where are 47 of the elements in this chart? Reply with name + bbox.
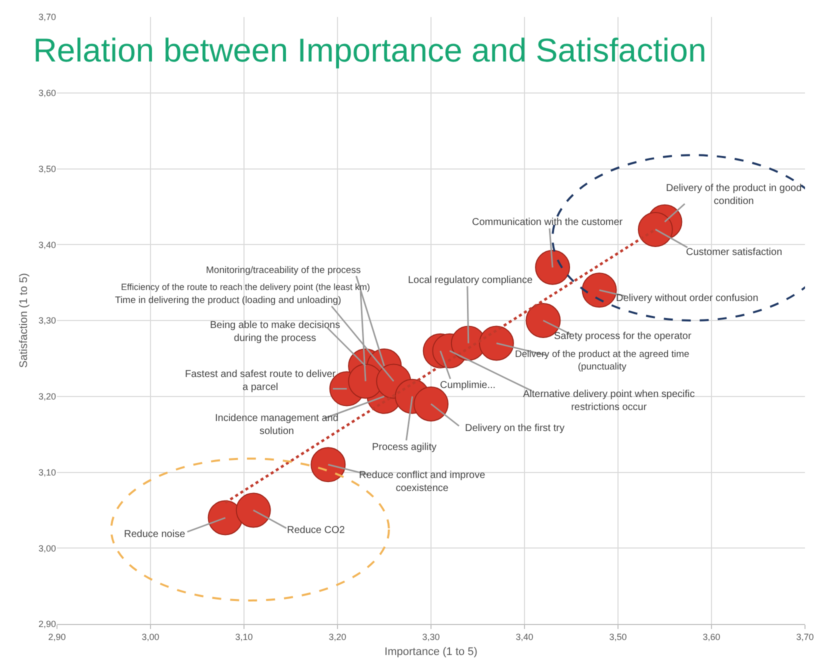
y-tick-label: 3,50 — [38, 164, 56, 174]
y-tick-label: 3,20 — [38, 392, 56, 402]
annotation: Reduce noise — [124, 529, 186, 540]
y-tick-label: 2,90 — [38, 619, 56, 630]
y-tick-label: 3,70 — [38, 12, 56, 22]
point — [582, 272, 617, 308]
point — [535, 250, 570, 285]
annotation: Local regulatory compliance — [408, 275, 533, 286]
annotation: Being able to make decisions during the process — [210, 320, 340, 344]
y-tick-label: 3,00 — [38, 543, 56, 554]
x-tick-label: 3,40 — [516, 632, 534, 642]
point — [478, 326, 514, 361]
point — [310, 447, 346, 482]
x-tick-label: 3,30 — [422, 632, 440, 642]
annotation: Delivery on the first try — [465, 423, 564, 434]
annotation: Safety process for the operator — [554, 331, 692, 342]
annotation: Efficiency of the route to reach the delivery point (the least km) — [121, 282, 370, 292]
annotation: Customer satisfaction — [686, 247, 782, 258]
annotation: Communication with the customer — [472, 217, 624, 228]
annotation: Monitoring/traceability of the process — [206, 265, 361, 276]
text: Relation between Importance and Satisfaction — [33, 32, 706, 68]
y-tick-label: 3,60 — [38, 88, 56, 98]
annotation: Delivery of the product in good condition — [666, 183, 802, 207]
point — [638, 212, 673, 247]
annotation: Alternative delivery point when specific restrictions occur — [523, 389, 695, 413]
annotation: Incidence management and solution — [215, 413, 338, 437]
x-tick-label: 3,20 — [328, 632, 346, 642]
point — [236, 492, 271, 528]
x-tick-label: 2,90 — [48, 632, 66, 642]
y-tick-label: 3,30 — [38, 316, 56, 326]
annotation: Process agility — [372, 442, 436, 453]
x-tick-label: 3,70 — [796, 632, 814, 642]
x-tick-label: 3,00 — [142, 632, 160, 642]
annotation: Reduce conflict and improve coexistence — [359, 470, 486, 494]
x-tick-label: 3,50 — [609, 632, 627, 642]
annotation: Time in delivering the product (loading and unloading) — [115, 295, 342, 306]
annotation: Delivery of the product at the agreed time (punctuality — [515, 349, 690, 372]
annotation: Fastest and safest route to deliver a parcel — [185, 369, 336, 393]
annotation: Cumplimie... — [440, 380, 496, 391]
y-tick-label: 3,40 — [38, 240, 56, 250]
x-tick-label: 3,10 — [235, 632, 253, 642]
y-tick-label: 3,10 — [38, 467, 56, 478]
annotation: Delivery without order confusion — [616, 293, 758, 304]
x-tick-label: 3,60 — [702, 632, 720, 642]
annotation: Reduce CO2 — [287, 525, 346, 536]
x-axis-title: Importance (1 to 5) — [384, 646, 478, 658]
y-axis-title: Satisfaction (1 to 5) — [18, 273, 30, 368]
